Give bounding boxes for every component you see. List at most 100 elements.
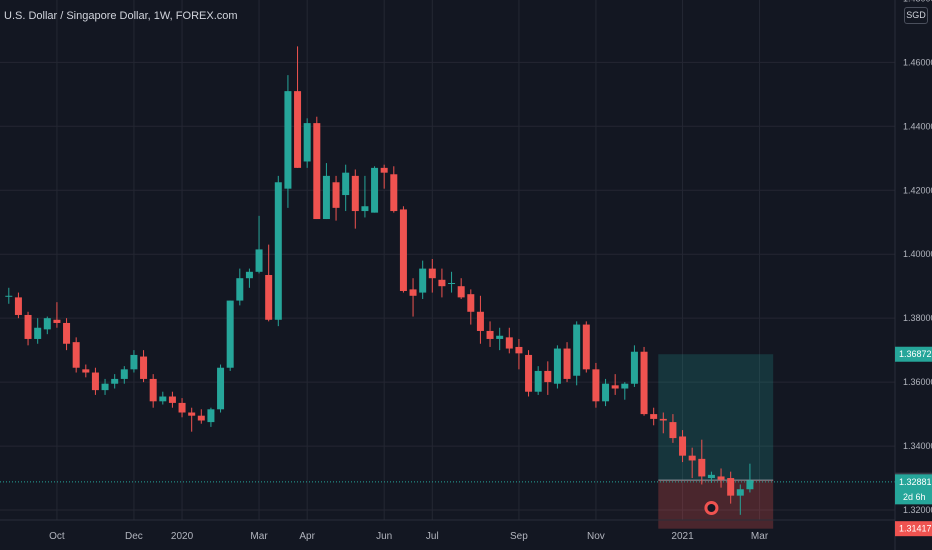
candle-body bbox=[399, 209, 407, 291]
x-tick-label: Mar bbox=[751, 531, 769, 542]
x-tick-label: Oct bbox=[49, 531, 65, 542]
candle-body bbox=[178, 402, 186, 413]
symbol-title[interactable]: U.S. Dollar / Singapore Dollar, 1W, FORE… bbox=[4, 10, 238, 22]
y-tick-label: 1.34000 bbox=[903, 441, 932, 451]
candle-body bbox=[428, 268, 436, 279]
candle-body bbox=[679, 436, 687, 456]
candle-body bbox=[419, 268, 427, 293]
price-label-text: 1.36872 bbox=[899, 349, 932, 359]
target-zone bbox=[658, 354, 774, 481]
x-tick-label: Sep bbox=[510, 531, 528, 542]
x-tick-label: Apr bbox=[299, 531, 315, 542]
candle-body bbox=[303, 123, 311, 162]
candle-body bbox=[284, 91, 292, 189]
candle-body bbox=[24, 314, 32, 339]
candle-body bbox=[611, 385, 619, 389]
candle-body bbox=[515, 346, 523, 354]
candle-body bbox=[486, 330, 494, 339]
candle-body bbox=[717, 476, 725, 480]
candle-body bbox=[476, 311, 484, 331]
candle-body bbox=[63, 322, 71, 344]
candle-body bbox=[34, 327, 42, 339]
candle-body bbox=[140, 356, 148, 379]
candle-body bbox=[650, 414, 658, 419]
candle-body bbox=[265, 275, 273, 320]
candle-body bbox=[496, 335, 504, 339]
candle-body bbox=[409, 289, 417, 296]
candle-body bbox=[332, 182, 340, 208]
candle-body bbox=[592, 369, 600, 402]
price-label-text: 1.32881 bbox=[899, 477, 932, 487]
x-tick-label: 2020 bbox=[171, 531, 194, 542]
x-tick-label: Dec bbox=[125, 531, 143, 542]
candle-body bbox=[245, 271, 253, 279]
candle-body bbox=[197, 415, 205, 421]
candle-body bbox=[168, 396, 176, 403]
candle-body bbox=[82, 369, 90, 373]
candle-body bbox=[573, 324, 581, 376]
price-label bbox=[895, 521, 932, 537]
y-tick-label: 1.44000 bbox=[903, 121, 932, 131]
candle-body bbox=[544, 370, 552, 383]
candle-body bbox=[448, 282, 456, 284]
price-label-text: 1.31417 bbox=[899, 524, 932, 534]
candle-body bbox=[226, 300, 234, 368]
candle-body bbox=[217, 367, 225, 410]
candle-body bbox=[130, 354, 138, 370]
candle-body bbox=[630, 351, 638, 384]
candle-body bbox=[467, 294, 475, 312]
candle-body bbox=[746, 480, 754, 490]
candle-body bbox=[255, 249, 263, 272]
candle-body bbox=[390, 174, 398, 212]
candle-body bbox=[659, 418, 667, 421]
y-tick-label: 1.40000 bbox=[903, 249, 932, 259]
candle-body bbox=[14, 297, 22, 315]
candle-body bbox=[5, 295, 13, 297]
candle-body bbox=[313, 123, 321, 220]
candle-body bbox=[698, 458, 706, 477]
candle-body bbox=[149, 378, 157, 402]
candle-body bbox=[525, 354, 533, 392]
candle-body bbox=[351, 175, 359, 212]
candle-body bbox=[43, 318, 51, 330]
candle-body bbox=[505, 337, 513, 349]
y-tick-label: 1.38000 bbox=[903, 313, 932, 323]
candle-body bbox=[707, 474, 715, 479]
candle-body bbox=[159, 396, 167, 402]
candle-body bbox=[602, 383, 610, 402]
price-label bbox=[895, 346, 932, 362]
candle-body bbox=[669, 422, 677, 439]
x-tick-label: 2021 bbox=[671, 531, 694, 542]
bar-countdown-text: 2d 6h bbox=[903, 492, 926, 502]
candle-body bbox=[640, 351, 648, 415]
price-label bbox=[895, 474, 932, 505]
candle-body bbox=[207, 409, 215, 423]
x-tick-label: Nov bbox=[587, 531, 605, 542]
candle-body bbox=[188, 412, 196, 416]
y-tick-label: 1.32000 bbox=[903, 505, 932, 515]
candle-body bbox=[236, 278, 244, 301]
y-tick-label: 1.46000 bbox=[903, 57, 932, 67]
y-tick-label: 1.36000 bbox=[903, 377, 932, 387]
x-tick-label: Mar bbox=[250, 531, 268, 542]
candle-body bbox=[274, 182, 282, 320]
candle-body bbox=[563, 348, 571, 379]
candle-body bbox=[457, 286, 465, 298]
candle-body bbox=[380, 167, 388, 173]
candle-body bbox=[111, 378, 119, 384]
candle-body bbox=[120, 369, 128, 379]
candle-body bbox=[53, 319, 61, 323]
candle-body bbox=[101, 383, 109, 391]
candle-body bbox=[438, 279, 446, 287]
candle-body bbox=[727, 478, 735, 496]
candle-body bbox=[342, 172, 350, 196]
currency-button[interactable]: SGD bbox=[904, 7, 928, 24]
candle-body bbox=[72, 342, 80, 368]
candle-body bbox=[688, 455, 696, 461]
candle-body bbox=[621, 383, 629, 389]
candle-body bbox=[91, 372, 99, 391]
x-tick-label: Jun bbox=[376, 531, 392, 542]
candle-body bbox=[736, 489, 744, 496]
y-tick-label: 1.48000 bbox=[903, 0, 932, 3]
